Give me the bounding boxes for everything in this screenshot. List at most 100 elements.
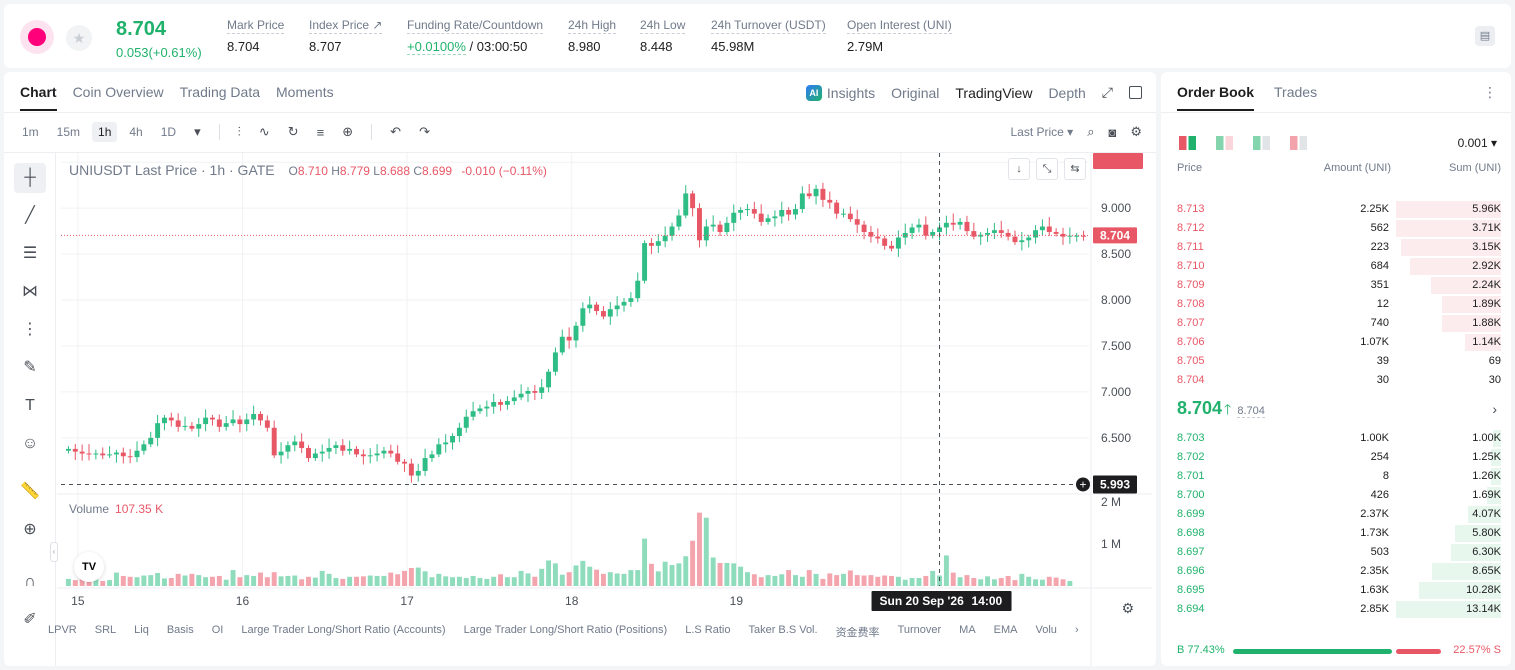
ask-row[interactable]: 8.708 12 1.89K: [1161, 295, 1511, 314]
stat-mark-price[interactable]: Mark Price 8.704: [227, 18, 285, 54]
indicator-ls-accounts[interactable]: Large Trader Long/Short Ratio (Accounts): [241, 624, 446, 636]
candle-type-icon[interactable]: ⫶: [237, 124, 241, 139]
toggle-icon[interactable]: ⇆: [1064, 158, 1086, 180]
precision-select[interactable]: 0.001 ▾: [1457, 136, 1497, 150]
indicator-srl[interactable]: SRL: [94, 624, 117, 636]
ruler-tool-icon[interactable]: 📏: [20, 483, 40, 500]
interval-dropdown-icon[interactable]: ▾: [194, 124, 201, 139]
tab-order-book[interactable]: Order Book: [1177, 84, 1255, 111]
magnet-tool-icon[interactable]: ∩: [24, 573, 36, 590]
emoji-tool-icon[interactable]: ☺: [21, 435, 39, 452]
bid-row[interactable]: 8.694 2.85K 13.14K: [1161, 600, 1511, 619]
bid-row[interactable]: 8.702 254 1.25K: [1161, 448, 1511, 467]
indicator-ma[interactable]: MA: [959, 624, 976, 636]
guide-book-icon[interactable]: ▤: [1475, 26, 1495, 46]
replay-icon[interactable]: ↻: [287, 124, 299, 139]
volume-bar: [648, 563, 654, 586]
candle-body: [292, 441, 298, 446]
indicator-oi[interactable]: OI: [211, 624, 224, 636]
collapse-toolbar-icon[interactable]: ‹: [50, 542, 58, 562]
tab-trading-data[interactable]: Trading Data: [179, 84, 261, 100]
indicator-taker-vol[interactable]: Taker B.S Vol.: [748, 624, 818, 636]
add-alert-icon[interactable]: ⊕: [342, 124, 354, 139]
interval-4h[interactable]: 4h: [129, 125, 143, 139]
ask-row[interactable]: 8.712 562 3.71K: [1161, 219, 1511, 238]
ask-row[interactable]: 8.709 351 2.24K: [1161, 276, 1511, 295]
indicator-scroll-right-icon[interactable]: ›: [1074, 624, 1079, 636]
bid-row[interactable]: 8.695 1.63K 10.28K: [1161, 581, 1511, 600]
ask-row[interactable]: 8.711 223 3.15K: [1161, 238, 1511, 257]
bid-row[interactable]: 8.699 2.37K 4.07K: [1161, 505, 1511, 524]
view-both-icon[interactable]: [1179, 136, 1196, 150]
ask-row[interactable]: 8.705 39 69: [1161, 352, 1511, 371]
expand-icon[interactable]: ⤢: [1101, 84, 1113, 100]
lock-draw-tool-icon[interactable]: ✐: [23, 611, 37, 628]
scale-settings-icon[interactable]: ⚙: [1121, 600, 1134, 616]
indicator-volume[interactable]: Volu: [1035, 624, 1057, 636]
crosshair-tool-icon[interactable]: ┼: [14, 163, 46, 193]
interval-1m[interactable]: 1m: [22, 125, 39, 139]
ask-row[interactable]: 8.713 2.25K 5.96K: [1161, 200, 1511, 219]
more-menu-icon[interactable]: ⋮: [1483, 84, 1497, 100]
indicator-funding-rate[interactable]: 资金费率: [835, 627, 880, 639]
fib-tool-icon[interactable]: ⋮: [22, 321, 38, 338]
horizontal-lines-tool-icon[interactable]: ☰: [22, 245, 38, 262]
indicator-lpvr[interactable]: LPVR: [48, 624, 77, 636]
tab-moments[interactable]: Moments: [276, 84, 334, 100]
tradingview-logo[interactable]: TV: [74, 552, 104, 582]
interval-1h[interactable]: 1h: [92, 122, 118, 142]
bid-row[interactable]: 8.698 1.73K 5.80K: [1161, 524, 1511, 543]
ask-row[interactable]: 8.707 740 1.88K: [1161, 314, 1511, 333]
stat-funding-rate[interactable]: Funding Rate/Countdown +0.0100% / 03:00:…: [407, 18, 544, 55]
indicator-ls-ratio[interactable]: L.S Ratio: [685, 624, 731, 636]
pattern-tool-icon[interactable]: ⋈: [22, 283, 38, 300]
tab-coin-overview[interactable]: Coin Overview: [72, 84, 164, 100]
templates-icon[interactable]: ≡: [316, 124, 325, 140]
search-icon[interactable]: ⌕: [1087, 124, 1095, 139]
indicators-icon[interactable]: ∿: [258, 124, 270, 139]
arrow-down-icon[interactable]: ↓: [1008, 158, 1030, 180]
trend-line-tool-icon[interactable]: ╱: [25, 207, 35, 224]
redo-icon[interactable]: ↷: [419, 124, 430, 139]
candle-body: [552, 352, 558, 372]
tab-tradingview[interactable]: TradingView: [955, 84, 1033, 101]
ask-row[interactable]: 8.710 684 2.92K: [1161, 257, 1511, 276]
view-bids-only-icon[interactable]: [1253, 136, 1270, 150]
fullscreen-icon[interactable]: [1129, 86, 1142, 99]
orderbook-mid-price[interactable]: 8.704 🡑 8.704 ›: [1177, 398, 1497, 418]
bid-row[interactable]: 8.697 503 6.30K: [1161, 543, 1511, 562]
tab-depth[interactable]: Depth: [1048, 84, 1086, 101]
bid-row[interactable]: 8.701 8 1.26K: [1161, 467, 1511, 486]
add-alert-plus-icon[interactable]: [1076, 477, 1090, 492]
price-type-select[interactable]: Last Price ▾: [1010, 125, 1074, 139]
bid-row[interactable]: 8.703 1.00K 1.00K: [1161, 429, 1511, 448]
undo-icon[interactable]: ↶: [390, 124, 402, 139]
brush-tool-icon[interactable]: ✎: [23, 359, 37, 376]
camera-icon[interactable]: ◙: [1108, 124, 1117, 140]
view-asks-only-icon[interactable]: [1290, 136, 1307, 150]
bid-row[interactable]: 8.700 426 1.69K: [1161, 486, 1511, 505]
tab-insights[interactable]: AI Insights: [805, 84, 875, 101]
indicator-basis[interactable]: Basis: [166, 624, 194, 636]
stat-index-price[interactable]: Index Price ↗ 8.707: [309, 18, 383, 54]
indicator-ls-positions[interactable]: Large Trader Long/Short Ratio (Positions…: [463, 624, 668, 636]
tab-original[interactable]: Original: [891, 84, 940, 101]
indicator-ema[interactable]: EMA: [993, 624, 1018, 636]
zoom-tool-icon[interactable]: ⊕: [23, 521, 37, 538]
favorite-star-icon[interactable]: ★: [66, 25, 92, 51]
tab-trades[interactable]: Trades: [1274, 84, 1318, 100]
collapse-icon[interactable]: ⤡: [1036, 158, 1058, 180]
interval-1d[interactable]: 1D: [160, 125, 177, 139]
settings-gear-icon[interactable]: ⚙: [1130, 124, 1142, 139]
ask-row[interactable]: 8.706 1.07K 1.14K: [1161, 333, 1511, 352]
volume-bar: [244, 575, 250, 586]
indicator-turnover[interactable]: Turnover: [897, 624, 942, 636]
tab-chart[interactable]: Chart: [20, 84, 57, 111]
ask-row[interactable]: 8.704 30 30: [1161, 371, 1511, 390]
view-bids-icon[interactable]: [1216, 136, 1233, 150]
interval-15m[interactable]: 15m: [56, 125, 81, 139]
indicator-liq[interactable]: Liq: [134, 624, 149, 636]
bid-row[interactable]: 8.696 2.35K 8.65K: [1161, 562, 1511, 581]
text-tool-icon[interactable]: T: [25, 397, 35, 414]
